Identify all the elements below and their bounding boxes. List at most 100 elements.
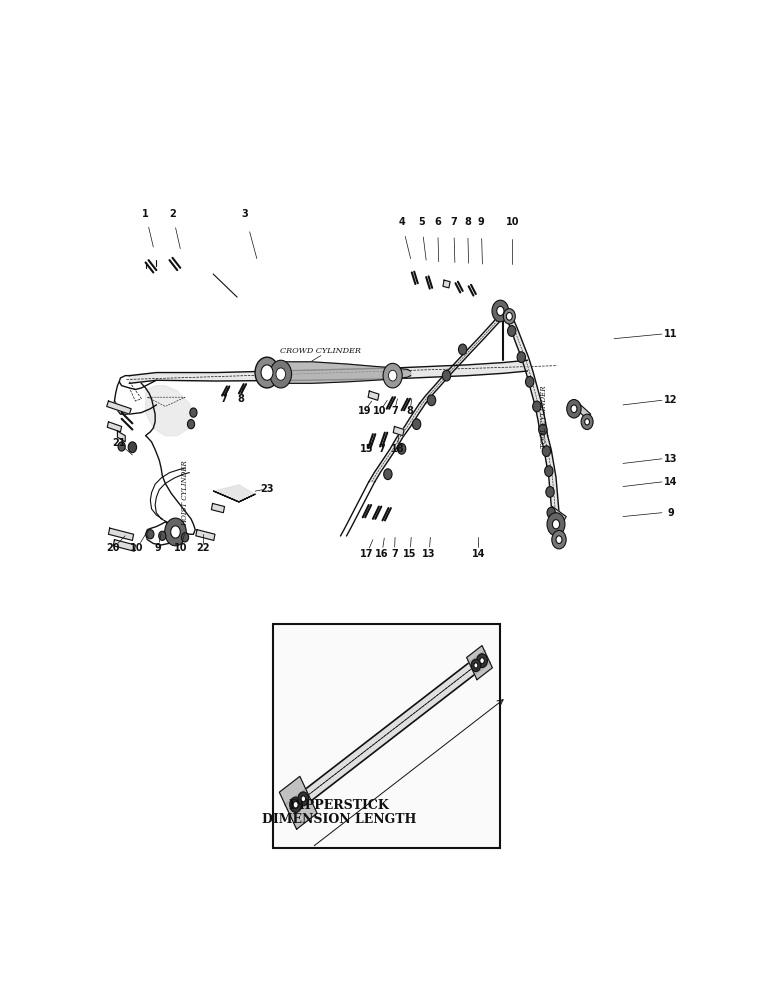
Bar [273, 624, 500, 848]
Circle shape [492, 300, 509, 322]
Circle shape [188, 420, 195, 429]
Circle shape [533, 401, 541, 412]
Text: 7: 7 [391, 549, 398, 559]
Text: 1: 1 [142, 209, 149, 219]
Circle shape [496, 306, 504, 316]
Circle shape [270, 360, 292, 388]
Circle shape [474, 663, 478, 668]
Circle shape [547, 507, 555, 518]
Text: 8: 8 [407, 406, 414, 416]
Text: 21: 21 [113, 438, 126, 448]
Circle shape [290, 797, 302, 812]
Text: 11: 11 [664, 329, 678, 339]
Circle shape [190, 408, 197, 417]
Circle shape [298, 792, 309, 806]
Circle shape [398, 443, 406, 454]
Text: 18: 18 [391, 444, 405, 454]
Circle shape [581, 414, 593, 430]
Circle shape [181, 533, 188, 542]
Polygon shape [368, 391, 379, 400]
Text: 17: 17 [361, 549, 374, 559]
Text: 7: 7 [221, 394, 227, 404]
Polygon shape [212, 503, 225, 513]
Polygon shape [466, 646, 493, 680]
Text: 6: 6 [434, 217, 441, 227]
Circle shape [384, 469, 392, 480]
Text: 4: 4 [398, 217, 405, 227]
Circle shape [571, 405, 577, 413]
Polygon shape [393, 426, 404, 436]
Polygon shape [107, 401, 131, 414]
Circle shape [544, 466, 553, 477]
Circle shape [476, 654, 487, 668]
Circle shape [301, 796, 306, 802]
Circle shape [159, 531, 166, 540]
Circle shape [503, 309, 516, 324]
Text: 19: 19 [357, 406, 371, 416]
Text: 13: 13 [664, 454, 678, 464]
Polygon shape [146, 386, 194, 436]
Text: 14: 14 [472, 549, 485, 559]
Circle shape [383, 363, 402, 388]
Circle shape [471, 659, 481, 672]
Circle shape [261, 365, 273, 380]
Text: TOOL CYLINDER: TOOL CYLINDER [540, 385, 548, 448]
Text: 8: 8 [464, 217, 471, 227]
Polygon shape [113, 540, 135, 551]
Text: 9: 9 [154, 543, 161, 553]
Circle shape [480, 658, 484, 664]
Text: 9: 9 [668, 508, 674, 518]
Polygon shape [279, 776, 317, 829]
Polygon shape [214, 485, 255, 502]
Text: 3: 3 [242, 209, 249, 219]
Polygon shape [420, 314, 506, 403]
Circle shape [584, 419, 590, 425]
Text: 8: 8 [238, 394, 245, 404]
Circle shape [388, 370, 397, 381]
Circle shape [164, 518, 186, 546]
Text: DIPPERSTICK: DIPPERSTICK [289, 799, 389, 812]
Circle shape [428, 395, 435, 406]
Circle shape [539, 424, 547, 435]
Circle shape [547, 513, 565, 536]
Polygon shape [369, 403, 425, 482]
Polygon shape [571, 401, 591, 418]
Text: 12: 12 [664, 395, 678, 405]
Text: 7: 7 [378, 444, 384, 454]
Polygon shape [267, 362, 411, 383]
Text: 22: 22 [196, 543, 210, 553]
Circle shape [556, 536, 562, 544]
Circle shape [147, 530, 154, 539]
Text: 20: 20 [107, 543, 120, 553]
Circle shape [276, 368, 286, 380]
Text: 10: 10 [130, 543, 144, 553]
Polygon shape [108, 528, 134, 540]
Circle shape [553, 520, 560, 529]
Text: 14: 14 [664, 477, 678, 487]
Circle shape [128, 442, 137, 453]
Polygon shape [550, 507, 566, 522]
Text: 10: 10 [374, 406, 387, 416]
Circle shape [442, 370, 451, 381]
Circle shape [506, 312, 513, 320]
Circle shape [171, 526, 181, 538]
Circle shape [567, 400, 581, 418]
Text: 2: 2 [169, 209, 176, 219]
Text: 10: 10 [174, 543, 187, 553]
Polygon shape [196, 530, 215, 540]
Text: 13: 13 [422, 549, 436, 559]
Circle shape [517, 352, 526, 363]
Text: DIMENSION LENGTH: DIMENSION LENGTH [262, 813, 416, 826]
Polygon shape [285, 651, 490, 817]
Text: 9: 9 [478, 217, 485, 227]
Circle shape [546, 487, 554, 497]
Circle shape [255, 357, 279, 388]
Polygon shape [130, 360, 527, 383]
Text: 5: 5 [418, 217, 425, 227]
Circle shape [459, 344, 467, 355]
Circle shape [293, 802, 298, 808]
Text: 15: 15 [361, 444, 374, 454]
Circle shape [507, 326, 516, 336]
Circle shape [118, 442, 125, 451]
Circle shape [542, 446, 550, 456]
